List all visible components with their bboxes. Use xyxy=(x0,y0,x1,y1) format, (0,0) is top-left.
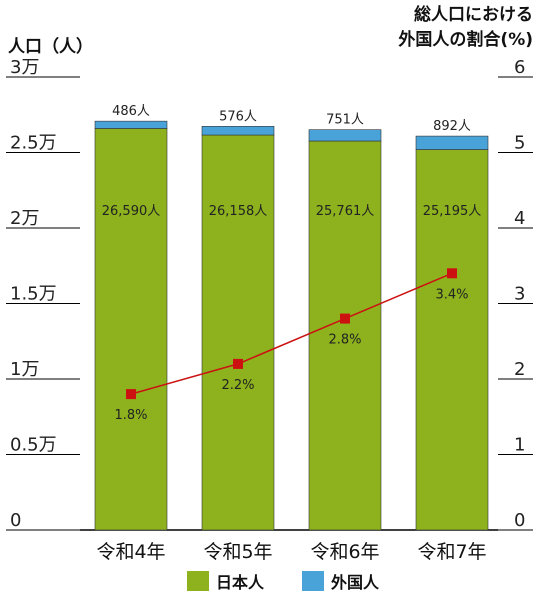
ratio-point xyxy=(340,313,350,324)
left-tick-label: 3万 xyxy=(10,57,39,78)
ratio-point xyxy=(233,358,243,369)
ratio-label: 1.8% xyxy=(114,408,147,423)
ratio-point xyxy=(447,268,457,279)
bar-japanese xyxy=(94,128,168,531)
left-tick-label: 2万 xyxy=(10,208,39,229)
right-axis-title-line: 外国人の割合(%) xyxy=(398,29,533,50)
legend-swatch-japanese xyxy=(187,571,209,591)
ratio-label: 3.4% xyxy=(435,287,468,302)
left-tick-label: 2.5万 xyxy=(10,133,57,154)
right-tick-label: 0 xyxy=(514,510,525,531)
bar-foreign xyxy=(308,129,382,142)
right-tick-label: 5 xyxy=(514,133,525,154)
legend-label-japanese: 日本人 xyxy=(216,573,265,592)
bar-foreign xyxy=(201,126,275,136)
category-labels: 令和4年 令和5年 令和6年 令和7年 xyxy=(96,541,486,563)
left-tick-label: 1.5万 xyxy=(10,284,57,305)
ratio-line: 1.8% 2.2% 2.8% 3.4% xyxy=(114,268,469,423)
right-axis-title-line: 総人口における xyxy=(414,4,533,25)
left-tick-label: 1万 xyxy=(10,359,39,380)
ratio-label: 2.8% xyxy=(328,333,361,348)
japanese-value-label: 25,761人 xyxy=(316,204,375,219)
ratio-point xyxy=(126,389,136,400)
bars: 26,590人 486人 26,158人 576人 25,761人 751人 25,195人… xyxy=(94,104,489,531)
bar-japanese xyxy=(201,134,275,531)
left-tick-label: 0 xyxy=(10,510,21,531)
left-tick-label: 0.5万 xyxy=(10,435,57,456)
foreign-value-label: 486人 xyxy=(112,104,150,119)
legend-swatch-foreign xyxy=(302,571,324,591)
right-tick-label: 1 xyxy=(514,435,525,456)
foreign-value-label: 751人 xyxy=(326,113,364,128)
bar-foreign xyxy=(94,120,168,129)
japanese-value-label: 25,195人 xyxy=(423,204,482,219)
legend: 日本人 外国人 xyxy=(187,571,380,592)
right-tick-label: 6 xyxy=(514,57,525,78)
category-label: 令和7年 xyxy=(417,541,486,563)
foreign-value-label: 892人 xyxy=(433,119,471,134)
right-tick-label: 2 xyxy=(514,359,525,380)
legend-label-foreign: 外国人 xyxy=(330,573,380,592)
foreign-value-label: 576人 xyxy=(219,109,257,124)
right-tick-label: 3 xyxy=(514,284,525,305)
ratio-label: 2.2% xyxy=(221,378,254,393)
bar-japanese xyxy=(415,149,489,531)
japanese-value-label: 26,590人 xyxy=(102,204,161,219)
ratio-line-path xyxy=(130,272,453,395)
left-axis: 0 0.5万 1万 1.5万 2万 2.5万 3万 xyxy=(6,57,80,531)
left-axis-title: 人口（人） xyxy=(8,36,93,57)
category-label: 令和4年 xyxy=(96,541,165,563)
category-label: 令和6年 xyxy=(310,541,379,563)
japanese-value-label: 26,158人 xyxy=(209,204,268,219)
bar-foreign xyxy=(415,135,489,150)
category-label: 令和5年 xyxy=(203,541,272,563)
bar-japanese xyxy=(308,140,382,531)
right-tick-label: 4 xyxy=(514,208,525,229)
